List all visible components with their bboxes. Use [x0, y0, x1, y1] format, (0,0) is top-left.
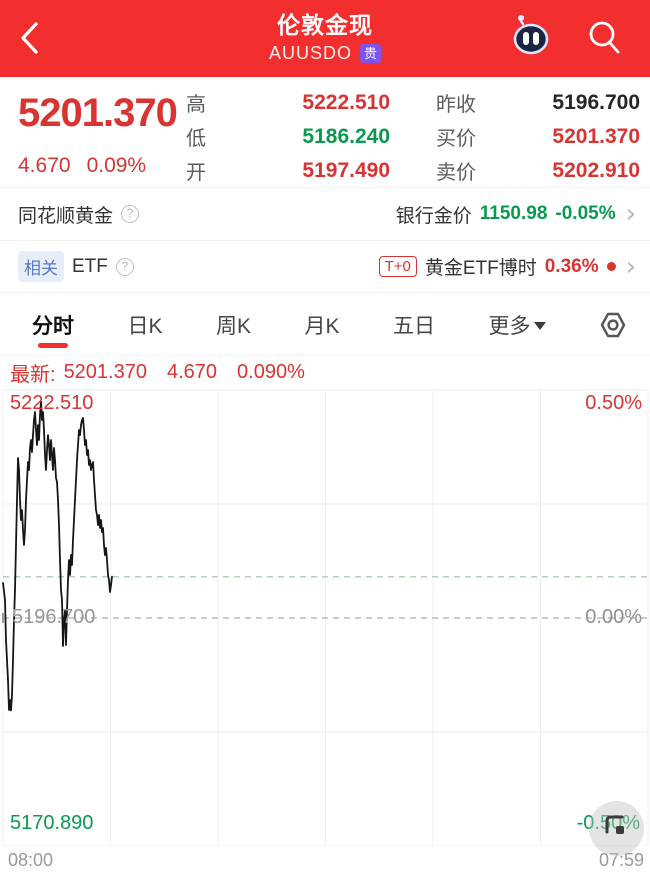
floating-action-button[interactable] [589, 801, 644, 856]
latest-change: 4.670 [166, 360, 218, 383]
stat-bid: 买价 5201.370 [436, 123, 640, 151]
related-etf-row[interactable]: 相关 ETF ? T+0 黄金ETF博时 0.36% › [0, 240, 650, 293]
latest-price: 5201.370 [63, 360, 147, 383]
caret-down-icon [534, 322, 547, 330]
tab-intraday[interactable]: 分时 [30, 296, 76, 354]
x-axis-start-time: 08:00 [8, 850, 54, 870]
stat-label: 昨收 [436, 94, 476, 116]
tab-daily-k[interactable]: 日K [125, 296, 164, 354]
y-axis-high-pct: 0.50% [585, 392, 642, 414]
etf-name: 黄金ETF博时 [424, 258, 537, 279]
tab-label: 分时 [32, 314, 74, 338]
stat-high: 高 5222.510 [186, 89, 390, 117]
price-change-pct: 0.09% [86, 154, 147, 177]
y-axis-high-price: 5222.510 [10, 392, 94, 414]
tab-five-day[interactable]: 五日 [391, 296, 437, 354]
y-axis-low-price: 5170.890 [10, 812, 94, 834]
latest-pct: 0.090% [237, 360, 305, 383]
precious-metal-badge: 贵 [360, 44, 382, 63]
bank-gold-row[interactable]: 同花顺黄金 ? 银行金价 1150.98 -0.05% › [0, 187, 650, 240]
price-line-chart[interactable] [0, 388, 650, 846]
intraday-chart[interactable]: 5222.510 0.50% 5196.700 0.00% 5170.890 -… [0, 388, 650, 876]
tab-label: 月K [304, 314, 340, 338]
stat-label: 买价 [436, 128, 476, 150]
y-axis-mid-pct: 0.00% [585, 606, 642, 628]
stat-label: 卖价 [436, 162, 476, 184]
bank-price-change: -0.05% [555, 203, 616, 224]
last-price: 5201.370 [18, 91, 178, 135]
assistant-robot-icon[interactable] [507, 12, 553, 60]
tab-label: 日K [127, 314, 163, 338]
search-icon[interactable] [584, 16, 624, 58]
tab-label: 周K [215, 314, 251, 338]
y-axis-mid-price: 5196.700 [12, 606, 96, 628]
stat-low: 低 5186.240 [186, 123, 390, 151]
alert-dot [606, 262, 616, 271]
stat-value: 5201.370 [552, 124, 640, 148]
chevron-right-icon: › [625, 199, 636, 229]
stat-value: 5202.910 [552, 158, 640, 182]
tab-monthly-k[interactable]: 月K [302, 296, 341, 354]
latest-readout: 最新: 5201.370 4.670 0.090% [0, 356, 650, 388]
stat-value: 5196.700 [552, 90, 640, 114]
page-title: 伦敦金现 [277, 12, 373, 38]
app-header: 伦敦金现 AUUSDO 贵 [0, 0, 650, 77]
ths-gold-label: 同花顺黄金 [18, 205, 114, 227]
back-icon[interactable] [18, 20, 42, 56]
stat-label: 开 [186, 162, 206, 184]
stat-value: 5222.510 [302, 90, 390, 114]
tab-label: 五日 [392, 314, 435, 338]
etf-label: ETF [72, 255, 108, 277]
latest-label: 最新: [10, 363, 56, 386]
stat-label: 高 [186, 94, 206, 116]
etf-change: 0.36% [544, 255, 599, 277]
bank-price-label: 银行金价 [395, 205, 472, 227]
tab-more[interactable]: 更多 [486, 296, 548, 354]
tab-label: 更多 [488, 314, 531, 338]
t0-badge: T+0 [378, 256, 417, 277]
price-change: 4.670 [18, 154, 71, 177]
stat-value: 5197.490 [302, 158, 390, 182]
active-tab-underline [38, 342, 68, 348]
chart-period-tabs: 分时 日K 周K 月K 五日 更多 [0, 294, 650, 356]
help-icon[interactable]: ? [115, 257, 134, 276]
chart-settings-icon[interactable] [598, 311, 628, 339]
related-badge: 相关 [18, 251, 64, 282]
corner-bracket-icon [605, 815, 624, 834]
stat-prev-close: 昨收 5196.700 [436, 89, 640, 117]
x-axis-end-time: 07:59 [598, 850, 644, 870]
chevron-right-icon: › [625, 251, 636, 282]
stat-ask: 卖价 5202.910 [436, 157, 640, 185]
symbol-code: AUUSDO [268, 43, 352, 63]
stat-open: 开 5197.490 [186, 157, 390, 185]
header-titles: 伦敦金现 AUUSDO 贵 [0, 6, 650, 64]
help-icon[interactable]: ? [121, 205, 140, 223]
quote-panel: 5201.370 4.670 0.09% 高 5222.510 低 5186.2… [0, 77, 650, 187]
stat-value: 5186.240 [302, 124, 390, 148]
tab-weekly-k[interactable]: 周K [214, 296, 253, 354]
stat-label: 低 [186, 128, 206, 150]
bank-price-value: 1150.98 [479, 203, 548, 224]
